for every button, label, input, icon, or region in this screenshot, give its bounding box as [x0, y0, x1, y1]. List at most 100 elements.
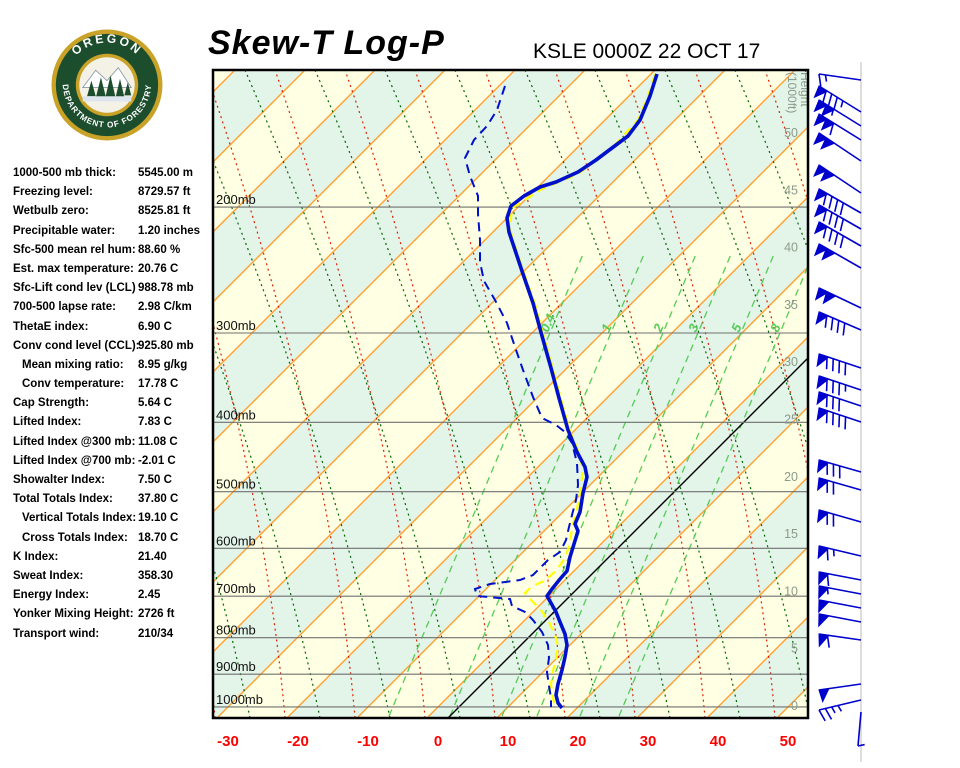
wind-barb	[816, 459, 862, 479]
wind-barb	[818, 73, 862, 87]
wind-barb	[816, 407, 862, 430]
stat-label: Yonker Mixing Height:	[13, 608, 134, 621]
stat-value: 7.83 C	[138, 416, 172, 429]
stat-value: 2.98 C/km	[138, 301, 192, 314]
stat-label: Total Totals Index:	[13, 493, 113, 506]
temperature-trace	[505, 73, 659, 710]
stat-row: Conv cond level (CCL): 925.80 mb	[13, 340, 213, 359]
wind-barb-column	[813, 62, 865, 762]
logo-trees	[87, 75, 132, 98]
stat-value: 8729.57 ft	[138, 186, 191, 199]
wetbulb-trace	[508, 73, 657, 708]
temp-axis-label: 50	[780, 733, 797, 750]
stat-row: Cross Totals Index: 18.70 C	[13, 532, 213, 551]
wind-barb	[818, 599, 862, 614]
wind-barb	[813, 204, 862, 232]
height-tick-label: 0	[791, 699, 798, 713]
dry-adiabat	[804, 70, 808, 79]
stat-label: 1000-500 mb thick:	[13, 167, 116, 179]
station-id: KSLE 0000Z 22 OCT 17	[533, 40, 761, 63]
stat-value: 2.45	[138, 589, 161, 602]
height-tick-label: 50	[784, 126, 798, 140]
moist-adiabat	[764, 70, 808, 204]
wind-barb	[816, 391, 862, 412]
stat-label: Freezing level:	[13, 186, 93, 199]
temp-axis-label: 0	[434, 733, 442, 750]
stat-row: Est. max temperature: 20.76 C	[13, 263, 213, 282]
stat-row: Energy Index: 2.45	[13, 589, 213, 608]
isotherm-line	[213, 70, 726, 583]
temp-axis-label: 20	[570, 733, 587, 750]
wind-barb	[818, 699, 862, 722]
stat-row: Yonker Mixing Height: 2726 ft	[13, 608, 213, 627]
stat-value: 1.20 inches	[138, 224, 201, 237]
stat-label: Conv cond level (CCL):	[13, 339, 140, 352]
stat-label: K Index:	[13, 550, 59, 563]
stat-row: 700-500 lapse rate: 2.98 C/km	[13, 301, 213, 320]
pressure-label: 300mb	[216, 318, 256, 333]
stat-row: Lifted Index @300 mb: 11.08 C	[13, 436, 213, 455]
stat-label: Cap Strength:	[13, 397, 90, 410]
isotherm-line	[566, 476, 808, 718]
stat-value: 5545.00 m	[138, 167, 193, 179]
moist-adiabat	[905, 70, 960, 718]
stat-value: 5.64 C	[138, 397, 172, 410]
pressure-label: 500mb	[216, 477, 256, 492]
wind-barb	[813, 164, 862, 194]
isotherm-line	[213, 70, 446, 303]
wind-barb	[816, 477, 862, 495]
stat-row: K Index: 21.40	[13, 551, 213, 570]
stat-row: Showalter Index: 7.50 C	[13, 474, 213, 493]
stat-label: 700-500 lapse rate:	[13, 301, 116, 314]
stat-label: Mean mixing ratio:	[22, 358, 124, 371]
dry-adiabat	[875, 70, 960, 718]
isotherm-line	[847, 70, 960, 718]
stat-value: 358.30	[138, 569, 174, 582]
stat-row: ThetaE index: 6.90 C	[13, 321, 213, 340]
stat-value: 7.50 C	[138, 474, 172, 486]
wind-barb	[813, 243, 862, 269]
moist-adiabat	[213, 91, 356, 718]
stat-label: Lifted Index @300 mb:	[13, 435, 136, 448]
temp-axis-label: -30	[217, 733, 239, 750]
wind-barb	[814, 287, 862, 309]
stat-row: Wetbulb zero: 8525.81 ft	[13, 205, 213, 224]
stat-label: Sweat Index:	[13, 569, 84, 582]
plot-area: 0.4 1 2 3 5 8200mb300mb400mb500mb600mb700mb80…	[213, 70, 960, 718]
stat-label: Est. max temperature:	[13, 262, 134, 275]
temp-axis-label: -20	[287, 733, 309, 750]
height-tick-label: 35	[784, 298, 798, 312]
stat-label: ThetaE index:	[13, 320, 89, 333]
stat-label: Sfc-500 mean rel hum:	[13, 243, 136, 256]
isotherm-line	[356, 266, 808, 718]
pressure-label: 200mb	[216, 192, 256, 207]
stat-label: Lifted Index:	[13, 416, 82, 429]
stat-value: 18.70 C	[138, 531, 179, 544]
isotherm-line	[213, 70, 586, 443]
moist-adiabat	[414, 70, 566, 718]
pressure-label: 800mb	[216, 623, 256, 638]
isotherm-line	[286, 196, 808, 718]
height-axis-label: Height	[798, 72, 812, 107]
moist-adiabat	[694, 70, 808, 475]
stat-row: Sfc-500 mean rel hum: 88.60 %	[13, 244, 213, 263]
stat-value: 17.78 C	[138, 378, 179, 391]
stat-row: Vertical Totals Index: 19.10 C	[13, 512, 213, 531]
stat-value: -2.01 C	[138, 454, 176, 467]
stat-row: Precipitable water: 1.20 inches	[13, 225, 213, 244]
stat-row: Mean mixing ratio: 8.95 g/kg	[13, 359, 213, 378]
isotherm-line	[213, 70, 796, 653]
stat-value: 37.80 C	[138, 493, 179, 506]
isotherm-line	[636, 546, 808, 718]
stat-row: 1000-500 mb thick: 5545.00 m	[13, 167, 213, 186]
moist-adiabat	[213, 321, 286, 718]
stat-value: 6.90 C	[138, 320, 172, 333]
pressure-label: 900mb	[216, 659, 256, 674]
moist-adiabat	[274, 70, 426, 718]
chart-frame	[211, 68, 810, 720]
dry-adiabat	[945, 70, 960, 718]
wind-barb	[813, 85, 862, 113]
isotherm-line	[213, 70, 376, 233]
stat-value: 20.76 C	[138, 262, 179, 275]
